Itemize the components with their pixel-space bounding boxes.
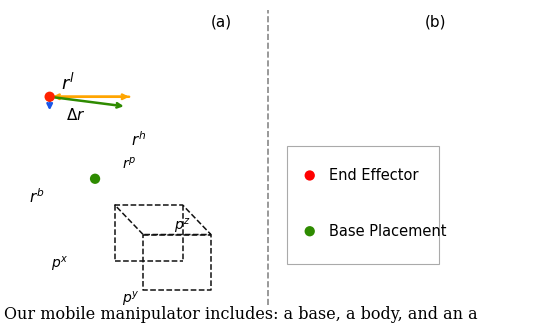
Text: $r^b$: $r^b$: [29, 187, 45, 206]
Point: [91, 176, 99, 181]
FancyBboxPatch shape: [287, 146, 439, 264]
Text: Our mobile manipulator includes: a base, a body, and an a: Our mobile manipulator includes: a base,…: [4, 306, 478, 323]
Point: [294, 158, 302, 163]
Text: (b): (b): [425, 15, 446, 30]
Text: $p^z$: $p^z$: [174, 217, 190, 236]
Point: [379, 158, 388, 163]
Text: $p^y$: $p^y$: [122, 290, 139, 309]
Point: [45, 94, 54, 99]
Text: End Effector: End Effector: [329, 168, 419, 183]
Text: $\Delta r$: $\Delta r$: [66, 107, 85, 123]
Text: Base Placement: Base Placement: [329, 224, 446, 239]
Text: $r^p$: $r^p$: [122, 156, 136, 172]
Text: $p^x$: $p^x$: [51, 255, 68, 274]
Point: [305, 173, 314, 178]
Text: $\Delta r$: $\Delta r$: [328, 159, 347, 173]
Text: $r^h$: $r^h$: [131, 130, 146, 149]
Point: [305, 229, 314, 234]
Text: (a): (a): [211, 15, 232, 30]
Text: $r^l$: $r^l$: [61, 73, 75, 94]
